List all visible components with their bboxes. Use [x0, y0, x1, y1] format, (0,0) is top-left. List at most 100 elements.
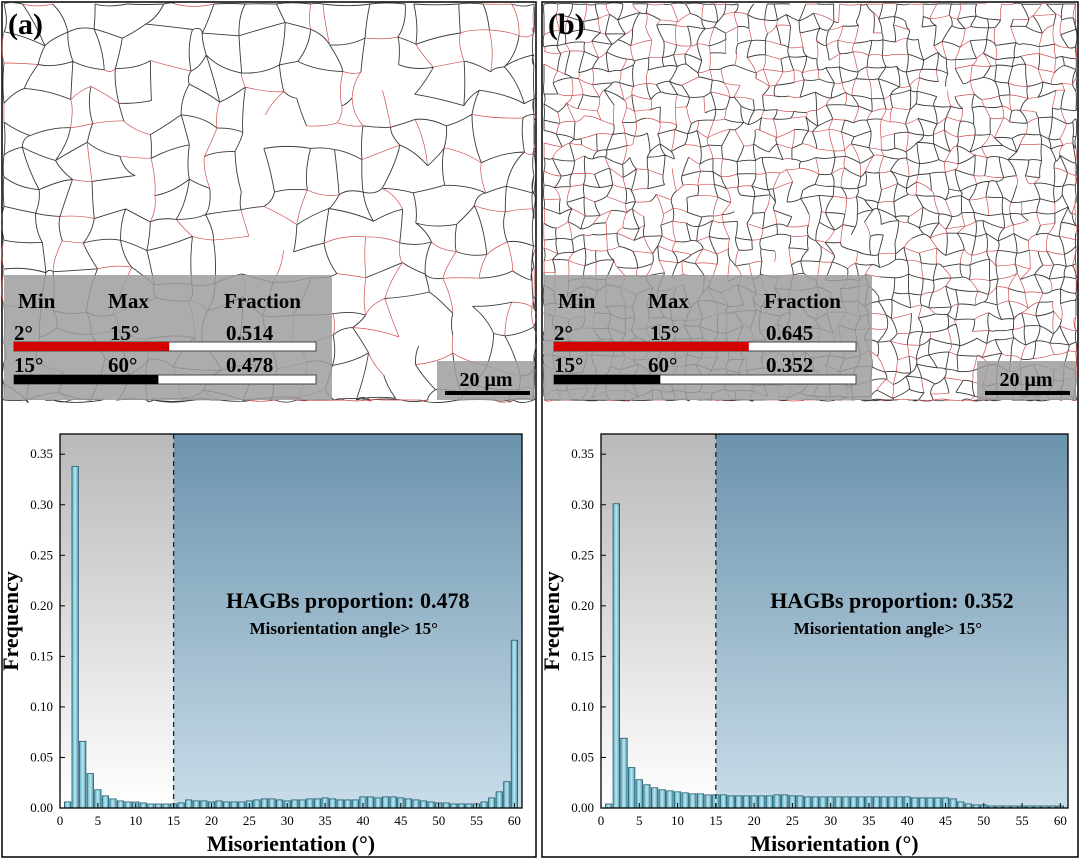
- panel-a-legend: Min Max Fraction 2° 15° 0.514 15° 60° 0.…: [4, 275, 332, 400]
- chart-b-bar-31: [834, 796, 842, 809]
- chart-a-bar-38: [344, 799, 352, 809]
- chart-a-xtick-label: 15: [167, 813, 180, 828]
- legend-a-row1-min: 2°: [14, 321, 33, 345]
- legend-b-row2-fill: [554, 375, 661, 384]
- chart-a-ytick-label: 0.10: [30, 699, 53, 714]
- chart-b-ytick-label: 0.00: [571, 800, 594, 815]
- chart-a-bar-33: [306, 798, 314, 809]
- chart-a-annotation-subtitle: Misorientation angle> 15°: [250, 619, 438, 638]
- chart-b-bar-43: [926, 797, 934, 809]
- chart-b-ytick-label: 0.35: [571, 446, 594, 461]
- panel-a-scale-bar: 20 μm: [437, 361, 534, 400]
- panel-b: (b) Min Max Fraction 2° 15° 0.645 15° 60…: [539, 1, 1079, 858]
- chart-a-bar-41: [366, 796, 375, 809]
- chart-a-bar-37: [336, 799, 344, 809]
- chart-b-ytick-label: 0.20: [571, 598, 594, 613]
- chart-b-bar-18: [735, 795, 743, 809]
- chart-b-bar-2: [612, 503, 620, 809]
- chart-b-ytick-label: 0.05: [571, 749, 594, 764]
- chart-b-xtick-label: 30: [824, 813, 837, 828]
- chart-a: 0.00 0.05 0.10 0.15 0.20 0.25 0.30 0.35 0 5 10 15 20…: [0, 433, 523, 856]
- chart-a-bar-29: [276, 799, 284, 809]
- chart-a-bar-46: [404, 798, 412, 809]
- chart-a-bar-32: [298, 799, 306, 809]
- chart-a-bar-31: [291, 799, 299, 809]
- chart-a-ytick-label: 0.30: [30, 497, 53, 512]
- chart-a-bar-2: [71, 465, 79, 809]
- legend-b-header-fraction: Fraction: [764, 289, 841, 313]
- chart-b-bar-7: [650, 787, 659, 809]
- chart-b-xtick-label: 20: [748, 813, 761, 828]
- chart-b-bar-12: [689, 793, 697, 809]
- chart-b-xtick-label: 10: [671, 813, 684, 828]
- chart-a-bar-6: [101, 795, 110, 809]
- chart-a-annotation-title: HAGBs proportion: 0.478: [226, 588, 469, 613]
- legend-a-row2-max: 60°: [108, 353, 137, 377]
- chart-b-bar-13: [696, 793, 705, 809]
- chart-b-bar-32: [842, 796, 850, 809]
- chart-a-bar-22: [223, 801, 231, 809]
- panel-b-scale-bar: 20 μm: [977, 361, 1076, 400]
- scale-bar-a-label: 20 μm: [460, 369, 513, 391]
- panel-b-frame: [541, 1, 1079, 858]
- chart-a-bar-56: [480, 801, 488, 809]
- chart-b-bar-8: [658, 789, 666, 809]
- chart-b-bar-39: [895, 796, 904, 809]
- chart-b-bar-47: [957, 801, 965, 809]
- chart-b-xtick-label: 25: [786, 813, 799, 828]
- chart-b-bar-6: [643, 784, 651, 809]
- chart-a-bar-57: [488, 797, 496, 809]
- chart-a-bar-11: [139, 802, 147, 809]
- chart-b-bar-3: [620, 737, 628, 809]
- chart-a-xtick-label: 35: [319, 813, 332, 828]
- chart-a-xtick-label: 10: [129, 813, 142, 828]
- chart-a-bar-19: [200, 800, 208, 809]
- chart-b-xlabel: Misorientation (°): [750, 831, 918, 856]
- chart-b-bar-28: [811, 796, 819, 809]
- chart-b-bar-44: [934, 797, 942, 809]
- chart-b-xtick-label: 5: [636, 813, 643, 828]
- chart-b-ytick-label: 0.15: [571, 648, 594, 663]
- chart-a-bar-8: [117, 800, 125, 809]
- chart-a-bar-27: [260, 798, 269, 809]
- chart-b-xtick-label: 55: [1016, 813, 1029, 828]
- chart-b-xtick-label: 35: [862, 813, 875, 828]
- chart-a-xtick-label: 0: [57, 813, 64, 828]
- chart-b-ytick-label: 0.10: [571, 699, 594, 714]
- scale-bar-a-line: [445, 391, 530, 395]
- legend-a-header-fraction: Fraction: [224, 289, 301, 313]
- panel-a-label: (a): [8, 8, 43, 41]
- chart-a-bar-36: [329, 798, 337, 809]
- chart-b-bar-41: [911, 797, 919, 809]
- chart-b-bar-34: [857, 796, 865, 809]
- chart-a-bar-16: [177, 802, 185, 809]
- chart-b-bar-16: [719, 794, 728, 809]
- chart-a-xtick-label: 60: [508, 813, 521, 828]
- legend-b-row1-max: 15°: [650, 321, 679, 345]
- chart-a-bar-3: [79, 740, 87, 809]
- chart-a-bar-4: [86, 773, 94, 809]
- legend-b-row2-fraction: 0.352: [766, 353, 813, 377]
- legend-b-row1-fill: [554, 342, 749, 351]
- chart-a-bar-39: [351, 799, 359, 809]
- panel-b-legend: Min Max Fraction 2° 15° 0.645 15° 60° 0.…: [544, 275, 872, 400]
- scale-bar-b-line: [985, 391, 1070, 395]
- chart-a-bar-34: [313, 798, 322, 809]
- chart-a-ytick-label: 0.35: [30, 446, 53, 461]
- legend-a-row1-fill: [14, 342, 170, 351]
- scale-bar-b-label: 20 μm: [1000, 369, 1053, 391]
- chart-a-xtick-label: 45: [394, 813, 407, 828]
- chart-a-bar-28: [268, 798, 276, 809]
- chart-b-bar-23: [773, 794, 781, 809]
- chart-b-xtick-label: 60: [1054, 813, 1067, 828]
- chart-b-bar-26: [796, 795, 804, 809]
- chart-a-ytick-label: 0.20: [30, 598, 53, 613]
- chart-a-xtick-label: 20: [205, 813, 218, 828]
- chart-b-plot-frame: [600, 433, 1069, 809]
- chart-a-bar-24: [238, 801, 246, 809]
- chart-b-bar-42: [918, 797, 927, 809]
- chart-b-hagb-region: [715, 434, 1068, 808]
- panel-b-label: (b): [548, 8, 585, 41]
- legend-a-row2-min: 15°: [14, 353, 43, 377]
- chart-a-ytick-label: 0.05: [30, 749, 53, 764]
